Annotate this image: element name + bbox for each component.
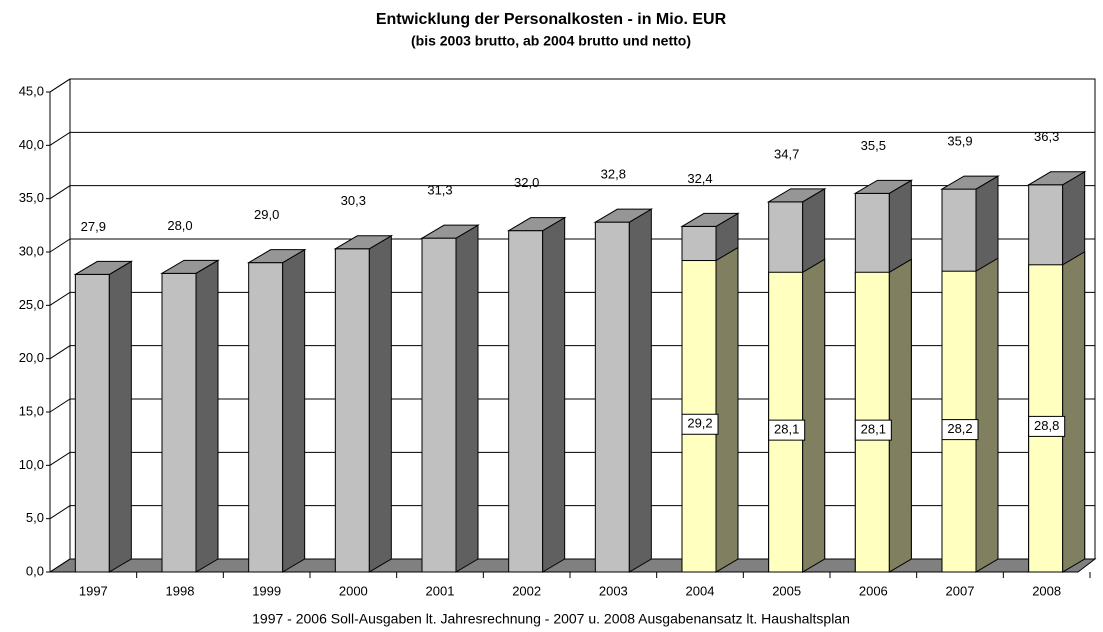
- bar-side: [715, 246, 739, 573]
- bar-front: [74, 273, 110, 573]
- x-tick-label: 1998: [166, 583, 195, 598]
- value-label-box: [854, 419, 892, 441]
- bar-top: [593, 208, 654, 223]
- bar-side: [975, 257, 999, 573]
- bar-top: [766, 188, 827, 203]
- value-label-box: [941, 419, 979, 441]
- bar-side: [542, 216, 566, 573]
- value-label: 31,3: [427, 183, 452, 198]
- x-tick-label: 2008: [1032, 583, 1061, 598]
- grid-line: [49, 398, 1095, 413]
- grid-line: [49, 131, 1095, 146]
- bar-side: [108, 260, 132, 573]
- bar-top: [420, 224, 480, 239]
- chart-subtitle: (bis 2003 brutto, ab 2004 brutto und net…: [411, 33, 691, 49]
- grid-line: [49, 505, 1095, 520]
- x-tick-label: 2005: [772, 583, 801, 598]
- value-label: 28,8: [1034, 418, 1059, 433]
- value-label: 32,8: [601, 167, 626, 182]
- bar-top: [160, 259, 220, 274]
- bar-side: [802, 258, 826, 573]
- bar-side: [888, 258, 912, 573]
- value-label: 35,9: [947, 134, 972, 149]
- value-label: 32,4: [687, 171, 712, 186]
- value-label: 36,3: [1034, 129, 1059, 144]
- x-tick-label: 2006: [859, 583, 888, 598]
- value-label: 29,2: [687, 416, 712, 431]
- bar-front: [508, 230, 544, 573]
- bar-side: [455, 224, 479, 573]
- value-label: 27,9: [81, 219, 106, 234]
- y-tick-label: 15,0: [19, 403, 44, 418]
- x-tick-label: 1997: [79, 583, 108, 598]
- x-tick-label: 2004: [686, 583, 715, 598]
- value-label: 34,7: [774, 146, 799, 161]
- bar-front: [334, 248, 370, 573]
- y-tick-label: 45,0: [19, 83, 44, 98]
- y-tick-label: 5,0: [26, 510, 44, 525]
- value-label: 32,0: [514, 175, 539, 190]
- grid-line: [49, 185, 1095, 200]
- value-label-box: [768, 419, 806, 441]
- y-tick-label: 35,0: [19, 190, 44, 205]
- x-tick-label: 1999: [252, 583, 281, 598]
- bar-top: [246, 249, 307, 264]
- x-tick-label: 2001: [426, 583, 455, 598]
- x-tick-label: 2007: [946, 583, 975, 598]
- bar-top: [506, 217, 567, 232]
- bar-front: [161, 272, 197, 573]
- y-tick-label: 10,0: [19, 457, 44, 472]
- y-tick-label: 25,0: [19, 297, 44, 312]
- bar-side: [1062, 250, 1086, 573]
- chart-title: Entwicklung der Personalkosten - in Mio.…: [376, 11, 727, 28]
- value-label-box: [1028, 415, 1066, 437]
- value-label: 28,1: [774, 422, 799, 437]
- value-label: 30,3: [341, 193, 366, 208]
- grid-line: [49, 238, 1095, 253]
- bar-top: [73, 260, 134, 275]
- x-tick-label: 2003: [599, 583, 628, 598]
- bar-side: [195, 259, 219, 573]
- bar-front: [421, 237, 457, 573]
- bar-top: [333, 235, 394, 250]
- grid-line: [49, 558, 1095, 573]
- bar-top: [940, 175, 1000, 190]
- value-label: 29,0: [254, 207, 279, 222]
- x-tick-label: 2002: [512, 583, 541, 598]
- y-tick-label: 40,0: [19, 137, 44, 152]
- grid-line: [49, 345, 1095, 360]
- y-tick-label: 20,0: [19, 350, 44, 365]
- grid-line: [49, 451, 1095, 466]
- bar-front: [248, 262, 284, 573]
- bar-top: [680, 212, 740, 227]
- y-tick-label: 30,0: [19, 243, 44, 258]
- grid-line: [49, 291, 1095, 306]
- back-wall: [69, 78, 1096, 560]
- value-label: 28,2: [947, 421, 972, 436]
- value-label: 28,1: [861, 422, 886, 437]
- x-tick-label: 2000: [339, 583, 368, 598]
- bar-side: [628, 208, 652, 573]
- bar-side: [368, 234, 392, 573]
- bar-top: [1026, 171, 1087, 186]
- side-wall: [49, 78, 71, 572]
- x-axis-label: 1997 - 2006 Soll-Ausgaben lt. Jahresrech…: [252, 611, 850, 627]
- bar-front: [594, 221, 630, 573]
- value-label: 28,0: [167, 218, 192, 233]
- value-label-box: [681, 413, 719, 435]
- bar-side: [282, 248, 306, 573]
- bar-top: [853, 179, 914, 194]
- value-label: 35,5: [861, 138, 886, 153]
- y-tick-label: 0,0: [26, 563, 44, 578]
